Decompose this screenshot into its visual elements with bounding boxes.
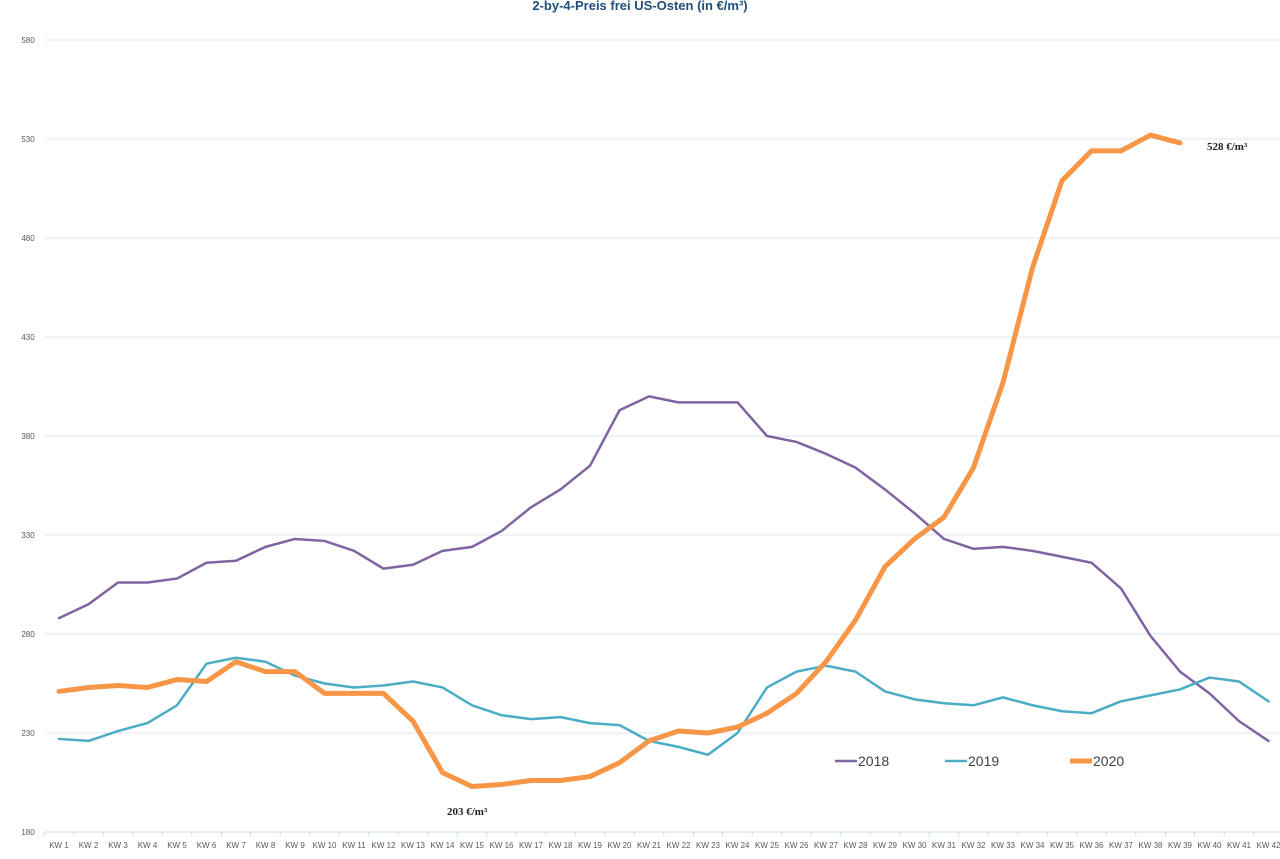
x-tick-label: KW 13 xyxy=(401,841,426,850)
x-tick-label: KW 4 xyxy=(138,841,158,850)
x-tick-label: KW 42 xyxy=(1256,841,1280,850)
x-tick-label: KW 38 xyxy=(1138,841,1163,850)
x-tick-label: KW 30 xyxy=(902,841,927,850)
x-tick-label: KW 23 xyxy=(696,841,721,850)
x-tick-label: KW 11 xyxy=(342,841,366,850)
x-tick-label: KW 14 xyxy=(430,841,455,850)
series-line-2020 xyxy=(56,132,1183,789)
x-tick-label: KW 3 xyxy=(108,841,128,850)
x-tick-label: KW 17 xyxy=(519,841,544,850)
series-line-2018 xyxy=(57,395,1270,743)
y-tick-label: 430 xyxy=(21,333,35,342)
y-tick-label: 480 xyxy=(21,234,35,243)
x-tick-label: KW 32 xyxy=(961,841,986,850)
x-tick-label: KW 2 xyxy=(79,841,99,850)
x-tick-label: KW 41 xyxy=(1227,841,1252,850)
x-tick-label: KW 10 xyxy=(312,841,337,850)
x-tick-label: KW 7 xyxy=(226,841,246,850)
x-tick-label: KW 6 xyxy=(197,841,217,850)
x-tick-label: KW 16 xyxy=(489,841,514,850)
y-tick-label: 230 xyxy=(21,729,35,738)
y-tick-label: 380 xyxy=(21,432,35,441)
annotation-high: 528 €/m³ xyxy=(1207,141,1248,153)
legend-label-2020: 2020 xyxy=(1093,753,1124,769)
x-tick-label: KW 29 xyxy=(873,841,898,850)
x-tick-label: KW 19 xyxy=(578,841,603,850)
x-tick-label: KW 22 xyxy=(666,841,691,850)
y-tick-label: 530 xyxy=(21,135,35,144)
x-tick-label: KW 40 xyxy=(1197,841,1222,850)
x-tick-label: KW 39 xyxy=(1168,841,1193,850)
y-tick-label: 280 xyxy=(21,630,35,639)
y-tick-label: 580 xyxy=(21,36,35,45)
x-tick-label: KW 21 xyxy=(637,841,662,850)
y-tick-label: 330 xyxy=(21,531,35,540)
x-tick-label: KW 27 xyxy=(814,841,839,850)
x-tick-label: KW 26 xyxy=(784,841,809,850)
x-tick-label: KW 36 xyxy=(1079,841,1104,850)
x-tick-label: KW 12 xyxy=(371,841,396,850)
x-tick-label: KW 8 xyxy=(256,841,276,850)
series-line-2019 xyxy=(57,656,1270,757)
x-tick-label: KW 28 xyxy=(843,841,868,850)
legend-label-2019: 2019 xyxy=(968,753,999,769)
x-tick-label: KW 33 xyxy=(991,841,1016,850)
chart-title: 2-by-4-Preis frei US-Osten (in €/m³) xyxy=(532,0,748,13)
x-tick-label: KW 9 xyxy=(285,841,305,850)
x-tick-label: KW 31 xyxy=(932,841,957,850)
annotation-low: 203 €/m³ xyxy=(447,806,488,818)
x-tick-label: KW 5 xyxy=(167,841,187,850)
x-tick-label: KW 34 xyxy=(1020,841,1045,850)
x-tick-label: KW 37 xyxy=(1109,841,1134,850)
x-tick-label: KW 35 xyxy=(1050,841,1075,850)
x-tick-label: KW 24 xyxy=(725,841,750,850)
x-tick-label: KW 25 xyxy=(755,841,780,850)
y-tick-label: 180 xyxy=(21,828,35,837)
x-tick-label: KW 1 xyxy=(49,841,69,850)
legend-label-2018: 2018 xyxy=(858,753,889,769)
x-tick-label: KW 18 xyxy=(548,841,573,850)
x-tick-label: KW 20 xyxy=(607,841,632,850)
x-tick-label: KW 15 xyxy=(460,841,485,850)
